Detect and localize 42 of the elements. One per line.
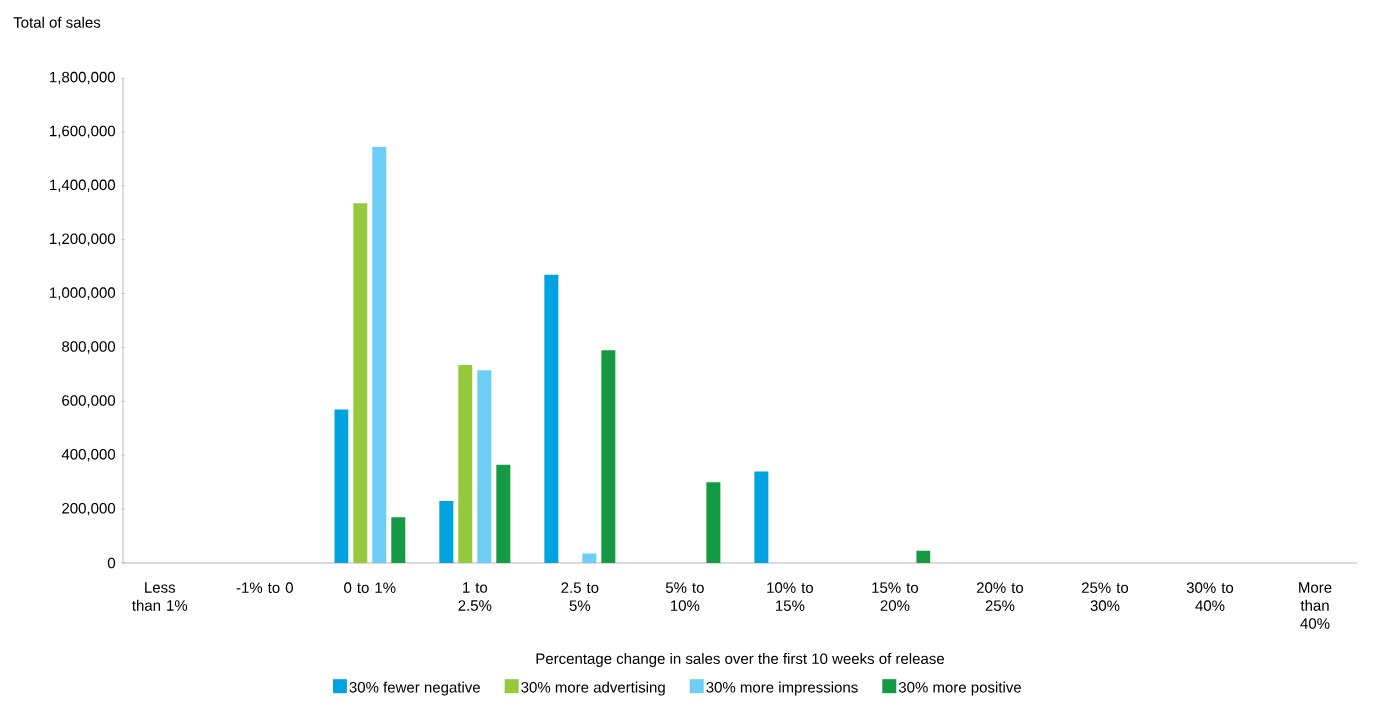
- y-tick-label: 1,200,000: [50, 233, 116, 246]
- y-tick-label: 1,600,000: [50, 125, 116, 139]
- x-tick-label: -1% to 0: [236, 582, 293, 593]
- bar: [334, 409, 349, 563]
- y-tick-label: 600,000: [62, 395, 116, 408]
- x-tick-label: 1 to 2.5%: [458, 582, 492, 611]
- bar: [916, 550, 931, 563]
- x-tick-label: 10% to 15%: [767, 582, 814, 611]
- y-axis-title: Total of sales: [13, 16, 101, 28]
- x-tick-label: 25% to 30%: [1081, 582, 1129, 611]
- bar: [544, 274, 559, 563]
- legend-label: 30% more advertising: [521, 681, 665, 696]
- legend-label: 30% more positive: [898, 681, 1021, 696]
- bar: [601, 350, 616, 563]
- legend-label: 30% more impressions: [706, 681, 858, 696]
- legend-label: 30% fewer negative: [349, 681, 480, 696]
- y-tick-label: 1,400,000: [50, 179, 116, 192]
- x-tick-label: 5% to 10%: [665, 582, 704, 611]
- x-tick-label: 15% to 20%: [872, 582, 919, 611]
- y-tick-label: 1,000,000: [50, 287, 116, 300]
- bar: [496, 464, 511, 563]
- bar: [391, 517, 406, 563]
- bar: [477, 370, 492, 563]
- x-tick-label: 20% to 25%: [976, 582, 1024, 611]
- y-tick-label: 0: [107, 557, 116, 569]
- y-tick-label: 1,800,000: [50, 71, 116, 85]
- y-tick-label: 800,000: [62, 341, 116, 354]
- bar: [706, 482, 721, 563]
- x-tick-label: Less than 1%: [132, 582, 188, 611]
- x-tick-label: 0 to 1%: [344, 582, 396, 593]
- bar: [458, 364, 473, 563]
- bar: [582, 553, 597, 563]
- x-axis-title: Percentage change in sales over the first 10 weeks of release: [536, 653, 944, 667]
- x-tick-label: 2.5 to 5%: [561, 582, 599, 611]
- bar: [754, 471, 769, 563]
- x-tick-label: 30% to 40%: [1186, 582, 1234, 611]
- x-tick-label: More than 40%: [1299, 582, 1332, 629]
- bar: [353, 203, 368, 563]
- y-tick-label: 400,000: [61, 449, 116, 462]
- bar: [372, 146, 387, 563]
- bar: [439, 501, 454, 563]
- y-tick-label: 200,000: [62, 502, 116, 516]
